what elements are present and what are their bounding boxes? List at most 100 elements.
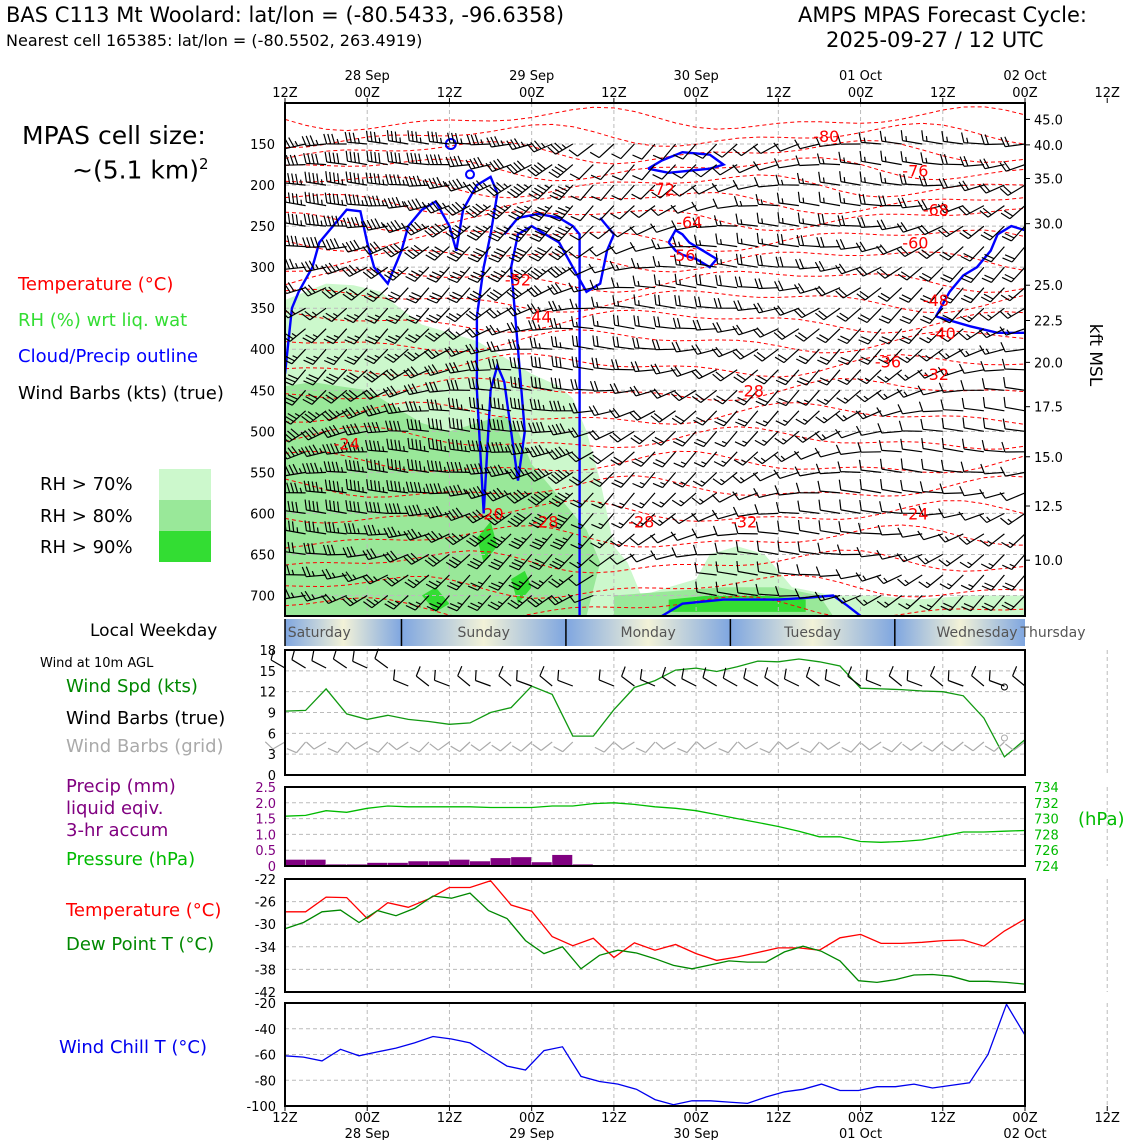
wind-barb [571, 316, 594, 330]
wind-barbs-grid-label: Wind Barbs (grid) [66, 736, 224, 757]
wind-barb [445, 362, 471, 374]
wind-barb [465, 203, 491, 218]
wind-barb [285, 410, 307, 425]
wind-barb [448, 438, 471, 453]
wind-barb [382, 243, 409, 258]
wind-panel-y-tick-label: 0 [268, 769, 276, 784]
wind-barb [795, 258, 820, 270]
wind-barb [835, 287, 861, 299]
wind-barb [508, 574, 533, 591]
wind-barb [488, 574, 512, 591]
wind-barb [960, 461, 984, 473]
surface-wind-barb-true [270, 649, 286, 669]
wind-barb [919, 595, 944, 611]
wind-barb [384, 266, 409, 281]
wind-barb [529, 533, 553, 550]
wind-barb [303, 480, 327, 494]
wind-barb [797, 212, 820, 227]
wind-barb [961, 132, 984, 145]
wind-panel-frame [284, 649, 1026, 776]
wind-barb [630, 361, 656, 373]
wind-barb [695, 253, 717, 268]
wind-barb [674, 294, 697, 309]
wind-barb [321, 409, 347, 422]
wind-barb [632, 275, 656, 289]
wind-barb [405, 266, 430, 282]
surface-wind-barb-grid [368, 741, 389, 753]
surface-wind-barb-true [474, 670, 491, 687]
surface-wind-barb-true [598, 669, 615, 687]
wind-barb [568, 282, 594, 293]
wind-barb [549, 317, 573, 330]
wind-barb [898, 287, 923, 303]
wind-barb [424, 553, 450, 567]
wind-barb [426, 307, 450, 324]
wind-barb [446, 379, 471, 391]
wind-barb [752, 143, 779, 155]
wind-barb [818, 171, 841, 186]
wind-barb [526, 285, 553, 298]
wind-barb [711, 183, 738, 193]
wind-barb [917, 224, 944, 236]
surface-wind-barb-true [971, 665, 985, 687]
bottom-time-label: 00Z [354, 1111, 380, 1126]
surface-wind-barb-true [433, 669, 450, 687]
wind-barb [653, 274, 676, 289]
wind-barb [529, 398, 553, 412]
wind-barb [424, 364, 450, 376]
bottom-date-label: 02 Oct [1003, 1127, 1046, 1140]
wind-speed-label: Wind Spd (kts) [66, 676, 198, 697]
temperature-contour [285, 269, 1025, 293]
wind-barb [941, 437, 964, 453]
wind-barb [876, 595, 903, 608]
wind-barb [630, 258, 656, 269]
wind-barb [817, 369, 841, 386]
wind-barb [878, 328, 903, 345]
bottom-time-label: 12Z [766, 1111, 792, 1126]
wind-barb [818, 191, 841, 207]
wind-barb [1003, 377, 1025, 391]
wind-barb [815, 566, 841, 577]
wind-barb [445, 155, 471, 168]
wind-barb [425, 246, 450, 261]
wind-barb [405, 595, 430, 611]
wind-barb [776, 562, 799, 576]
wind-barb [941, 131, 964, 145]
wind-barb [510, 376, 532, 391]
wind-barb [506, 443, 532, 456]
top-date-label: 01 Oct [839, 69, 882, 84]
wind-barb [900, 458, 923, 473]
surface-wind-barb-grid [902, 741, 923, 751]
wind-barb [733, 451, 759, 466]
wind-barb [549, 513, 574, 529]
wind-barb [364, 307, 389, 324]
wind-panel-y-tick-label: 15 [259, 665, 276, 680]
temperature-contour [285, 574, 1025, 599]
wind-barb [506, 287, 533, 300]
pressure-tick-label: 550 [250, 466, 275, 481]
wind-barb [364, 195, 388, 207]
wind-barb [485, 307, 512, 319]
wind-barb [383, 574, 409, 587]
wind-barb [344, 348, 368, 365]
wind-barb [487, 533, 512, 549]
main-plot-area [285, 103, 1025, 616]
temperature-contour-label: -40 [930, 324, 956, 343]
wind-barb [734, 523, 758, 535]
wind-barb [735, 582, 758, 597]
wind-barb [366, 479, 388, 494]
wind-barb [425, 154, 450, 166]
wind-barb [713, 451, 738, 467]
wind-barb [714, 542, 738, 555]
temperature-contour-label: -28 [628, 513, 654, 532]
top-date-label: 02 Oct [1003, 69, 1046, 84]
legend-temperature: Temperature (°C) [18, 274, 174, 295]
wind-barb [424, 328, 450, 342]
station-title: BAS C113 Mt Woolard: lat/lon = (-80.5433… [6, 3, 565, 27]
wind-barb [632, 492, 656, 509]
wind-barb [569, 298, 594, 310]
wind-barb [796, 234, 820, 248]
surface-wind-barb-grid [594, 741, 615, 753]
surface-wind-barb-grid [429, 741, 450, 751]
cloud-outline [285, 175, 616, 514]
